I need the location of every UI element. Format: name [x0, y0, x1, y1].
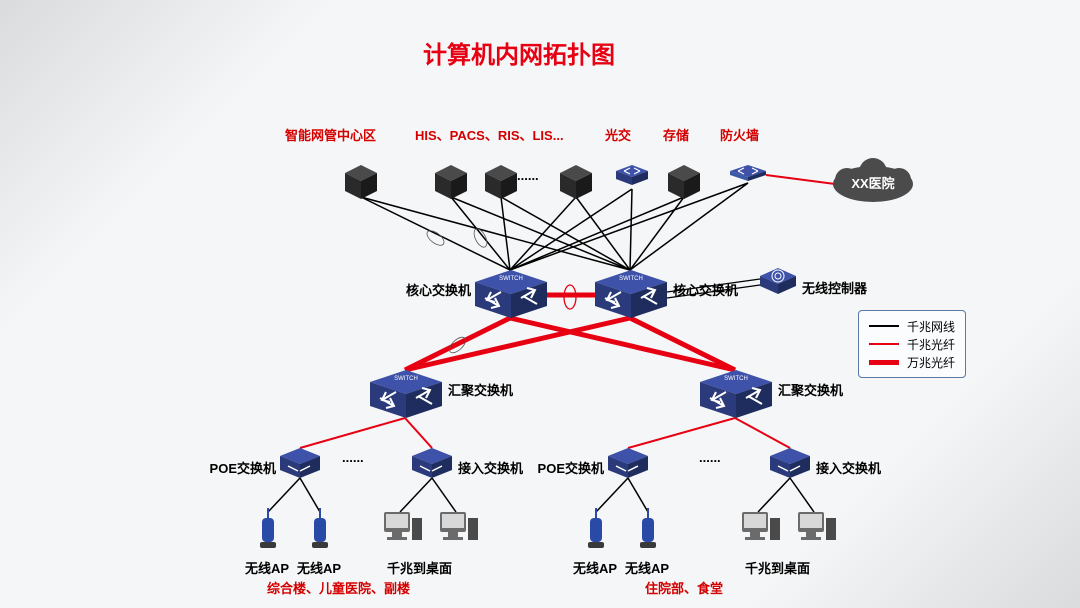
node-core1: SWITCH: [475, 270, 547, 318]
label-wlc: 无线控制器: [802, 278, 867, 297]
svg-text:SWITCH: SWITCH: [499, 276, 523, 282]
text-label: 千兆到桌面: [745, 558, 810, 577]
diagram-stage: { "type":"network", "title":"计算机内网拓扑图", …: [0, 0, 1080, 608]
label-poe2: POE交换机: [538, 458, 604, 477]
text-label: HIS、PACS、RIS、LIS...: [415, 125, 564, 144]
node-poe2: [608, 448, 648, 478]
node-pc3: [742, 512, 780, 540]
node-pc2: [440, 512, 478, 540]
node-core2: SWITCH: [595, 270, 667, 318]
node-pc1: [384, 512, 422, 540]
svg-text:XX医院: XX医院: [851, 176, 894, 191]
label-poe1: POE交换机: [210, 458, 276, 477]
node-acc2: [770, 448, 810, 478]
node-srv1: [345, 165, 377, 199]
node-cloud: XX医院: [833, 158, 913, 202]
node-fw: [730, 165, 766, 181]
legend-row: 万兆光纤: [869, 353, 955, 371]
legend-row: 千兆网线: [869, 317, 955, 335]
node-pc4: [798, 512, 836, 540]
label-agg1: 汇聚交换机: [448, 380, 513, 399]
text-label: ......: [342, 450, 364, 465]
node-srv4: [560, 165, 592, 199]
node-stor: [668, 165, 700, 199]
node-srv3: [485, 165, 517, 199]
svg-text:SWITCH: SWITCH: [619, 276, 643, 282]
nodes-layer: XX医院 SWITCH SWITCH SWITCH SWITCH: [0, 0, 1080, 608]
text-label: 智能网管中心区: [285, 125, 376, 144]
text-label: 综合楼、儿童医院、副楼: [267, 578, 410, 597]
label-agg2: 汇聚交换机: [778, 380, 843, 399]
text-label: 无线AP: [625, 558, 669, 577]
text-label: 无线AP: [245, 558, 289, 577]
text-label: ......: [699, 450, 721, 465]
label-acc2: 接入交换机: [816, 458, 881, 477]
text-label: 存储: [663, 125, 689, 144]
text-label: 防火墙: [720, 125, 759, 144]
svg-text:SWITCH: SWITCH: [724, 376, 748, 382]
text-label: 住院部、食堂: [645, 578, 723, 597]
node-srv2: [435, 165, 467, 199]
node-acc1: [412, 448, 452, 478]
legend-box: 千兆网线千兆光纤万兆光纤: [858, 310, 966, 378]
node-poe1: [280, 448, 320, 478]
label-core2: 核心交换机: [673, 280, 738, 299]
node-ap4: [640, 508, 656, 548]
legend-row: 千兆光纤: [869, 335, 955, 353]
node-ap3: [588, 508, 604, 548]
text-label: 千兆到桌面: [387, 558, 452, 577]
svg-text:SWITCH: SWITCH: [394, 376, 418, 382]
text-label: 光交: [605, 125, 631, 144]
label-core1: 核心交换机: [406, 280, 471, 299]
text-label: 无线AP: [573, 558, 617, 577]
node-agg1: SWITCH: [370, 370, 442, 418]
text-label: ......: [517, 168, 539, 183]
node-wlc: [760, 268, 796, 294]
node-agg2: SWITCH: [700, 370, 772, 418]
node-ap1: [260, 508, 276, 548]
text-label: 无线AP: [297, 558, 341, 577]
label-acc1: 接入交换机: [458, 458, 523, 477]
node-ap2: [312, 508, 328, 548]
node-optx: [616, 165, 648, 185]
